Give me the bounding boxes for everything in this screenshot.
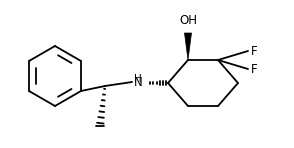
Text: F: F bbox=[251, 62, 258, 75]
Polygon shape bbox=[185, 33, 191, 60]
Text: OH: OH bbox=[179, 14, 197, 27]
Text: F: F bbox=[251, 45, 258, 58]
Text: N: N bbox=[134, 75, 142, 89]
Text: H: H bbox=[134, 74, 142, 83]
Text: CH₃: CH₃ bbox=[102, 132, 104, 133]
